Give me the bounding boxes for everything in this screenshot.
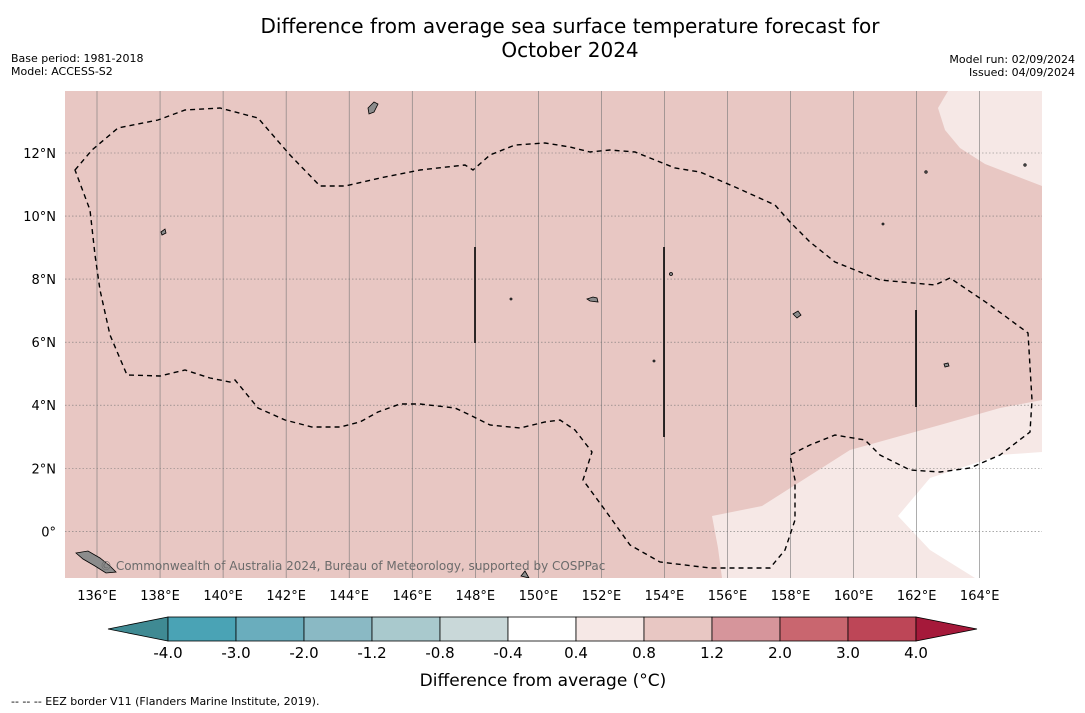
latitude-label: 2°N: [32, 462, 57, 477]
colorbar-label: 4.0: [904, 644, 928, 662]
longitude-label: 142°E: [266, 589, 306, 604]
longitude-label: 146°E: [392, 589, 432, 604]
longitude-label: 144°E: [329, 589, 369, 604]
island: [924, 170, 928, 174]
map-area: © Commonwealth of Australia 2024, Bureau…: [65, 91, 1042, 578]
colorbar-title: Difference from average (°C): [420, 671, 667, 691]
issued-date: Issued: 04/09/2024: [968, 66, 1075, 79]
eez-meridian-segments: [474, 247, 917, 437]
colorbar: -4.0 -3.0 -2.0 -1.2 -0.8 -0.4 0.4 0.8 1.2 2.0 3.0 4…: [107, 616, 978, 662]
colorbar-label: -3.0: [221, 644, 250, 662]
colorbar-label: -1.2: [357, 644, 386, 662]
attribution-text: © Commonwealth of Australia 2024, Bureau…: [100, 559, 605, 573]
longitude-label: 162°E: [897, 589, 937, 604]
longitude-label: 140°E: [203, 589, 243, 604]
model-name: Model: ACCESS-S2: [11, 65, 113, 78]
longitude-labels: 136°E 138°E 140°E 142°E 144°E 146°E 148°E 150°E…: [77, 589, 999, 604]
longitude-label: 148°E: [456, 589, 496, 604]
colorbar-bin: [507, 616, 577, 642]
colorbar-bin: [303, 616, 373, 642]
longitude-label: 152°E: [582, 589, 622, 604]
title-line-2: October 2024: [501, 38, 639, 62]
island: [586, 296, 599, 303]
island: [160, 228, 167, 236]
island: [881, 222, 885, 226]
base-period: Base period: 1981-2018: [11, 52, 144, 65]
colorbar-bin: [575, 616, 645, 642]
colorbar-label: 1.2: [700, 644, 724, 662]
latitude-label: 4°N: [32, 399, 57, 414]
colorbar-bin: [643, 616, 713, 642]
longitude-label: 158°E: [771, 589, 811, 604]
model-run: Model run: 02/09/2024: [949, 53, 1075, 66]
colorbar-label: -2.0: [289, 644, 318, 662]
run-info: Model run: 02/09/2024 Issued: 04/09/2024: [949, 53, 1075, 79]
island: [75, 550, 117, 574]
colorbar-label: -0.8: [425, 644, 454, 662]
island: [669, 272, 673, 276]
colorbar-label: 3.0: [836, 644, 860, 662]
latitude-label: 0°: [41, 525, 56, 540]
colorbar-bin: [371, 616, 441, 642]
longitude-label: 138°E: [140, 589, 180, 604]
latitude-label: 8°N: [32, 273, 57, 288]
eez-border: [74, 107, 1033, 569]
colorbar-bin: [711, 616, 781, 642]
longitude-label: 160°E: [834, 589, 874, 604]
island: [367, 101, 379, 115]
eez-footnote: -- -- -- EEZ border V11 (Flanders Marine…: [11, 695, 320, 708]
colorbar-label: 2.0: [768, 644, 792, 662]
longitude-label: 154°E: [645, 589, 685, 604]
land-islands: [75, 101, 1027, 578]
colorbar-bin: [439, 616, 509, 642]
colorbar-under-arrow: [107, 616, 169, 642]
model-info: Base period: 1981-2018 Model: ACCESS-S2: [11, 52, 143, 78]
longitude-label: 136°E: [77, 589, 117, 604]
island: [1023, 163, 1027, 167]
colorbar-label: 0.4: [564, 644, 588, 662]
anomaly-fill-0-4-0-8-north: [938, 91, 1042, 186]
colorbar-over-arrow: [915, 616, 978, 642]
colorbar-bin: [167, 616, 237, 642]
longitude-label: 164°E: [960, 589, 1000, 604]
island: [652, 359, 656, 363]
longitude-label: 156°E: [708, 589, 748, 604]
island: [792, 310, 802, 319]
colorbar-bin: [847, 616, 917, 642]
colorbar-bin: [779, 616, 849, 642]
colorbar-label: -4.0: [153, 644, 182, 662]
latitude-label: 12°N: [23, 147, 56, 162]
colorbar-bin: [235, 616, 305, 642]
title-line-1: Difference from average sea surface temp…: [260, 14, 880, 38]
longitude-label: 150°E: [519, 589, 559, 604]
latitude-label: 6°N: [32, 336, 57, 351]
map-title: Difference from average sea surface temp…: [170, 14, 970, 62]
colorbar-label: -0.4: [493, 644, 522, 662]
island: [520, 570, 530, 578]
island: [943, 362, 950, 368]
anomaly-fill-neutral: [898, 452, 1042, 578]
colorbar-label: 0.8: [632, 644, 656, 662]
latitude-labels: 12°N 10°N 8°N 6°N 4°N 2°N 0°: [23, 147, 56, 540]
island: [509, 297, 513, 301]
latitude-label: 10°N: [23, 210, 56, 225]
